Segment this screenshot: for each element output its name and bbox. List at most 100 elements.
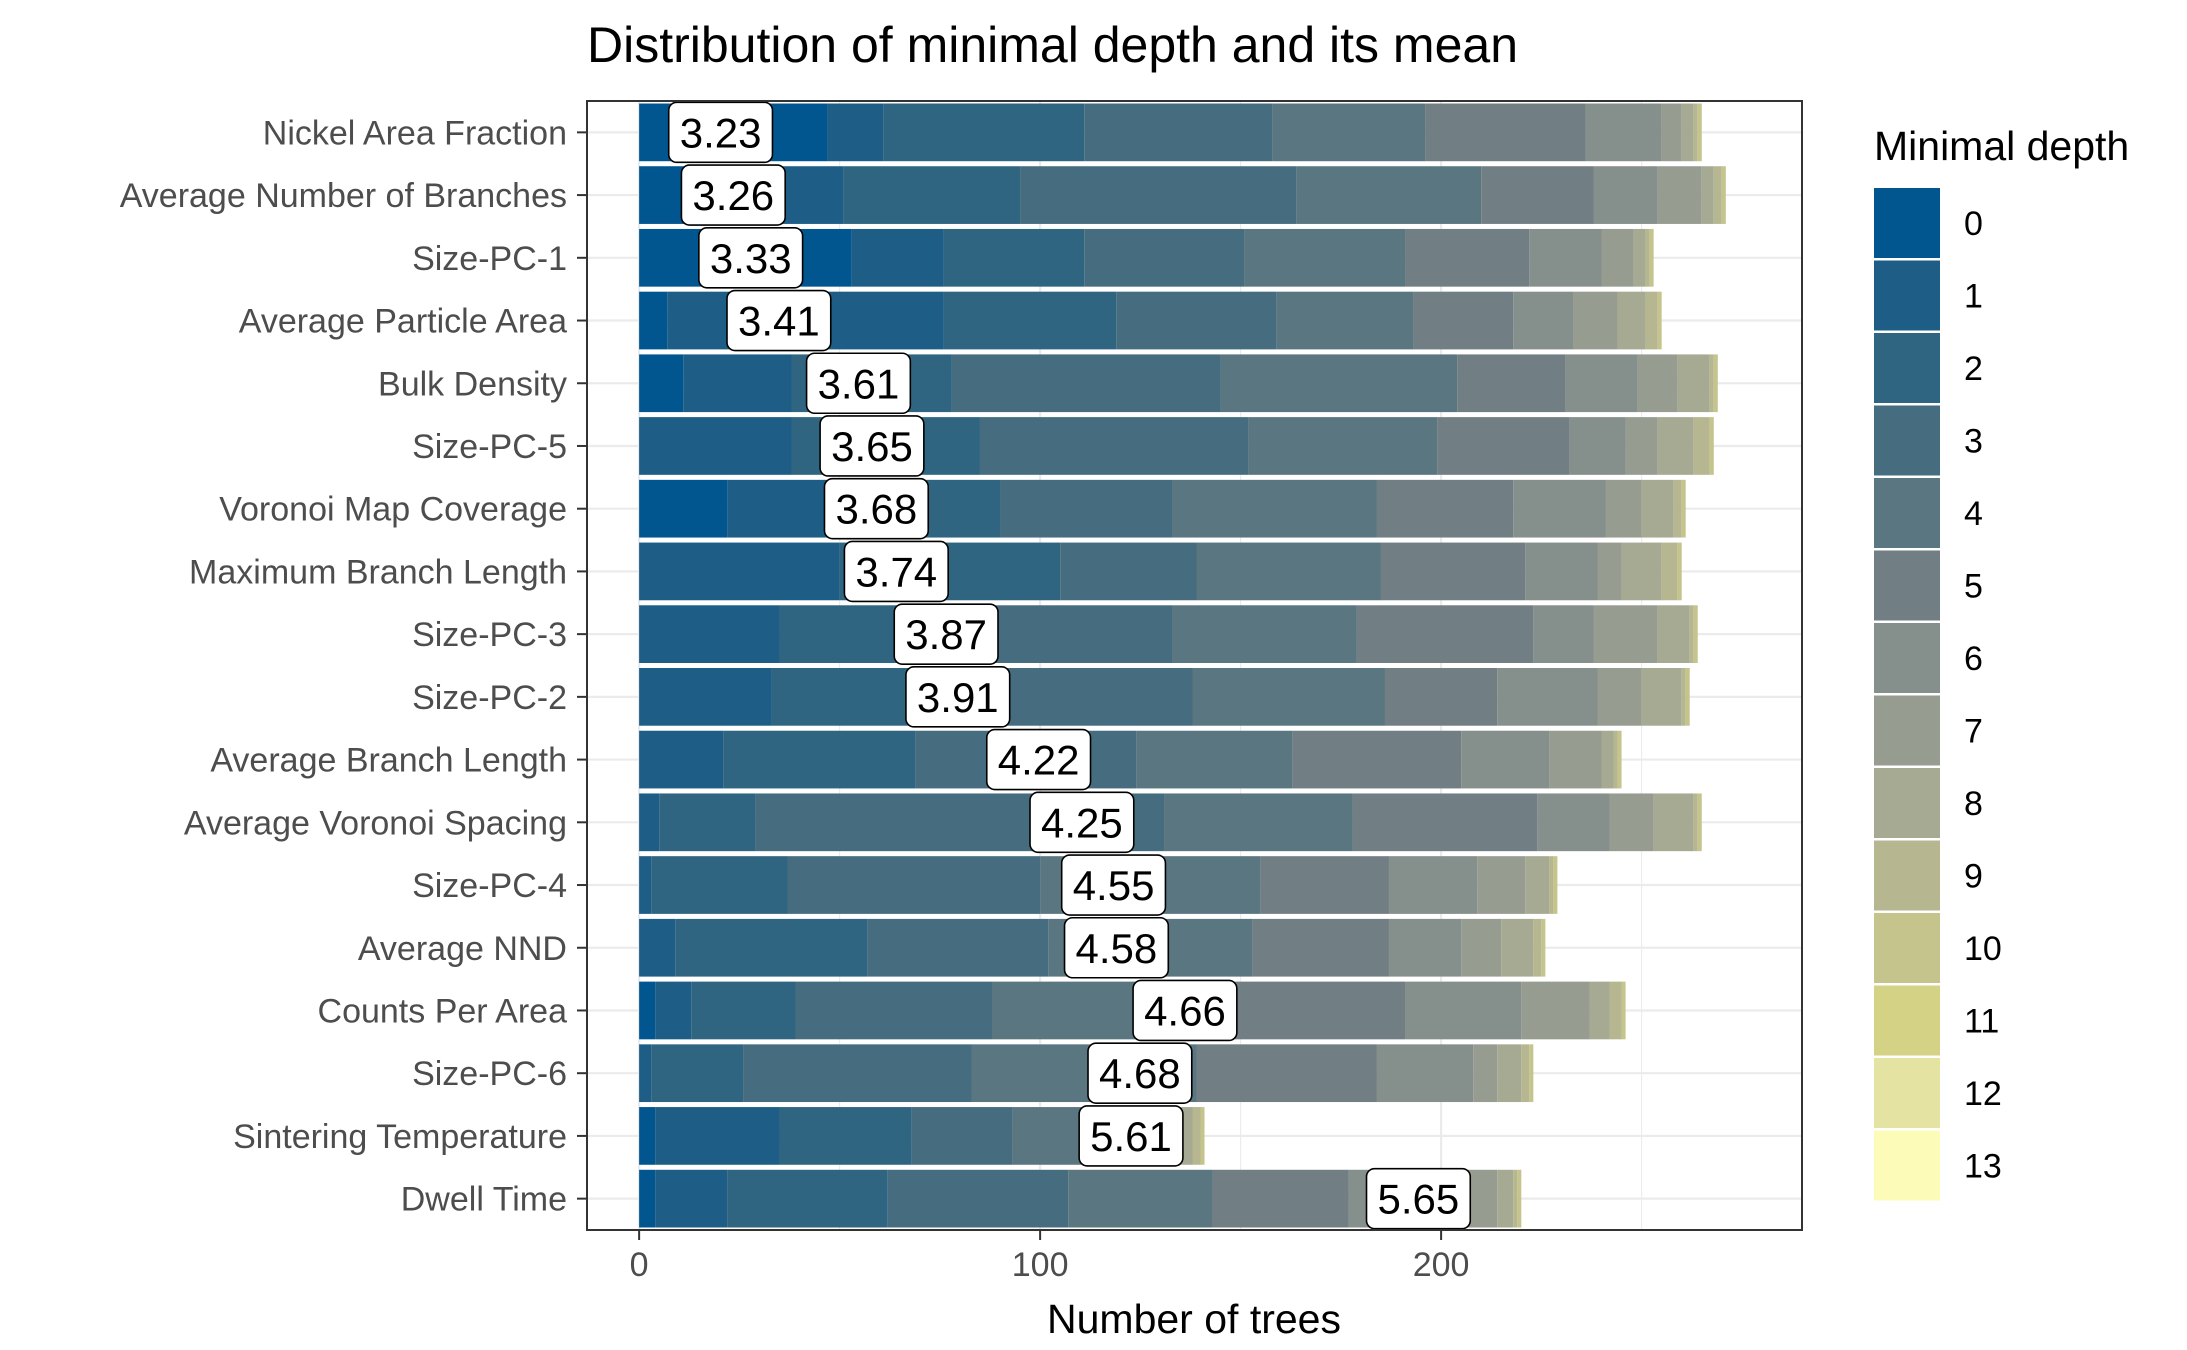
- bar-segment-depth-8: [1641, 668, 1682, 726]
- bar-segment-depth-8: [1657, 605, 1690, 663]
- mean-label-text: 4.58: [1076, 925, 1158, 972]
- bar-segment-depth-10: [1697, 793, 1702, 852]
- y-axis: Nickel Area Fraction Average Number of Br…: [120, 114, 587, 1219]
- mean-depth-label: 3.91: [905, 666, 1011, 728]
- bar-segment-depth-2: [691, 981, 796, 1040]
- bar-segment-depth-8: [1653, 793, 1694, 852]
- mean-label-box: [1060, 854, 1167, 916]
- bar-segment-depth-9: [1709, 354, 1714, 413]
- y-tick-label: Average Branch Length: [210, 742, 567, 780]
- bar-segment-depth-5: [1413, 291, 1514, 350]
- bar-segment-depth-1: [655, 1169, 728, 1228]
- bar-segment-depth-1: [639, 856, 652, 914]
- bar-segment-depth-7: [1593, 605, 1658, 663]
- bar-segment-depth-3: [1084, 228, 1245, 287]
- bar-segment-depth-4: [1164, 793, 1353, 852]
- bar-segment-depth-9: [1609, 981, 1622, 1040]
- y-tick-label: Size-PC-2: [412, 679, 567, 717]
- legend-label: 13: [1964, 1148, 2002, 1186]
- bar-segment-depth-7: [1521, 981, 1590, 1040]
- mean-label-text: 3.87: [905, 611, 987, 658]
- legend-label: 2: [1964, 350, 1983, 388]
- bar-segment-depth-5: [1405, 228, 1530, 287]
- bar-segment-depth-5: [1212, 1169, 1349, 1228]
- bar-segment-depth-5: [1457, 354, 1566, 413]
- bar-segment-depth-7: [1461, 918, 1502, 977]
- bar-segment-depth-5: [1356, 605, 1534, 663]
- x-axis-title: Number of trees: [1047, 1296, 1341, 1342]
- bar-segment-depth-5: [1212, 981, 1406, 1040]
- bar-segment-depth-7: [1661, 103, 1682, 162]
- bar-segment-depth-2: [659, 793, 756, 852]
- legend-label: 10: [1964, 930, 2002, 968]
- legend-label: 12: [1964, 1075, 2002, 1113]
- bar-segment-depth-3: [743, 1044, 972, 1103]
- bar-segment-depth-4: [1244, 228, 1406, 287]
- bar-segment-depth-2: [727, 1169, 888, 1228]
- legend-label: 11: [1964, 1003, 1999, 1041]
- y-tick-label: Voronoi Map Coverage: [219, 491, 567, 529]
- bar-segment-depth-5: [1196, 1044, 1377, 1103]
- x-tick-label: 100: [1012, 1246, 1069, 1284]
- bar-segment-depth-7: [1597, 668, 1642, 726]
- bar-segment-depth-1: [655, 981, 692, 1040]
- mean-depth-label: 3.41: [726, 289, 832, 352]
- y-tick-label: Size-PC-5: [412, 428, 567, 466]
- x-tick-label: 200: [1413, 1246, 1470, 1284]
- bar-segment-depth-8: [1701, 166, 1714, 224]
- bar-segment-depth-6: [1593, 166, 1658, 224]
- mean-label-text: 3.33: [710, 235, 792, 282]
- legend-label: 5: [1964, 568, 1983, 606]
- bar-segment-depth-4: [1276, 291, 1414, 350]
- bar-segment-depth-8: [1497, 1169, 1514, 1228]
- mean-label-box: [805, 352, 912, 415]
- bar-segment-depth-4: [1192, 668, 1385, 726]
- bar-segment-depth-2: [943, 228, 1085, 287]
- mean-label-box: [1365, 1167, 1472, 1230]
- y-tick-label: Bulk Density: [378, 365, 567, 403]
- y-tick-label: Size-PC-3: [412, 616, 567, 654]
- mean-label-text: 4.25: [1041, 799, 1123, 846]
- y-tick-label: Average Voronoi Spacing: [184, 804, 567, 842]
- bar-segment-depth-1: [639, 605, 780, 663]
- bar-segment-depth-3: [867, 918, 1049, 977]
- mean-depth-label: 3.74: [843, 540, 949, 603]
- chart-title: Distribution of minimal depth and its me…: [587, 17, 1518, 73]
- mean-label-text: 3.74: [855, 548, 937, 595]
- mean-depth-label: 5.65: [1365, 1167, 1472, 1230]
- mean-label-box: [680, 164, 786, 226]
- bar-segment-depth-10: [1713, 354, 1718, 413]
- bar-segment-depth-8: [1633, 228, 1646, 287]
- mean-label-text: 4.22: [998, 737, 1080, 784]
- bar-segment-depth-7: [1477, 856, 1526, 914]
- mean-label-box: [1078, 1105, 1184, 1167]
- bar-segment-depth-3: [979, 605, 1173, 663]
- bar-segment-depth-9: [1192, 1107, 1201, 1165]
- bar-segment-depth-3: [1000, 479, 1173, 538]
- bar-segment-depth-6: [1388, 918, 1462, 977]
- legend-label: 3: [1964, 423, 1983, 461]
- bar-segment-depth-9: [1645, 228, 1650, 287]
- bar-segment-depth-10: [1721, 166, 1726, 224]
- bar-segment-depth-1: [639, 918, 676, 977]
- bar-segment-depth-5: [1384, 668, 1498, 726]
- bar-segment-depth-5: [1437, 417, 1570, 475]
- bar-segment-depth-6: [1513, 291, 1574, 350]
- bar-segment-depth-8: [1617, 291, 1646, 350]
- mean-depth-label: 5.61: [1078, 1105, 1184, 1167]
- bar-segment-depth-9: [1689, 605, 1694, 663]
- legend-key-depth-5: [1874, 550, 1940, 621]
- y-tick-label: Counts Per Area: [318, 992, 568, 1030]
- bar-segment-depth-0: [639, 1169, 656, 1228]
- bar-segment-depth-3: [795, 981, 992, 1040]
- bar-segment-depth-9: [1673, 479, 1682, 538]
- bar-segment-depth-9: [1713, 166, 1722, 224]
- mean-depth-label: 3.33: [698, 227, 804, 289]
- y-tick-label: Dwell Time: [401, 1181, 567, 1219]
- legend-label: 4: [1964, 495, 1983, 533]
- bar-segment-depth-4: [1136, 730, 1293, 789]
- bar-segment-depth-10: [1709, 417, 1714, 475]
- plot-panel: [587, 101, 1802, 1230]
- bar-segment-depth-2: [943, 291, 1117, 350]
- bar-segment-depth-10: [1200, 1107, 1205, 1165]
